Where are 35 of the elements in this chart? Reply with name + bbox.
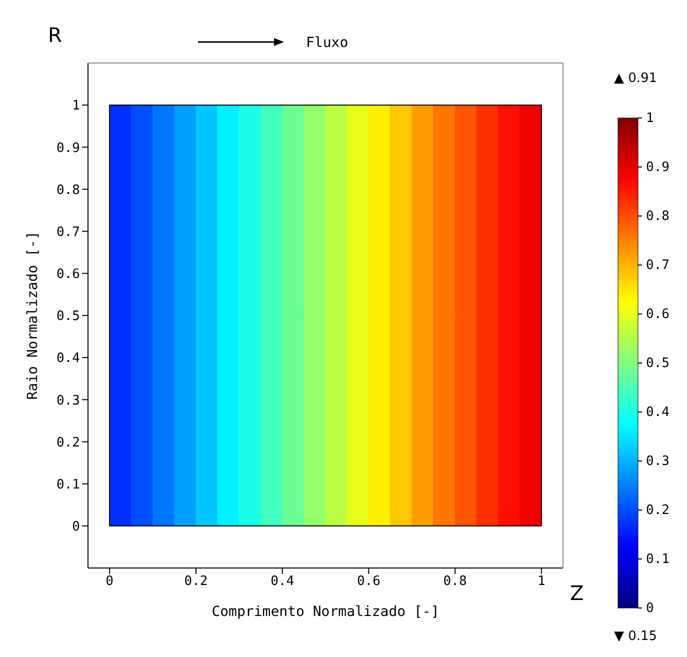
x-tick-label: 1 <box>537 574 546 590</box>
color-bar-label: 0.3 <box>646 454 670 469</box>
x-axis-title: Comprimento Normalizado [-] <box>212 604 440 620</box>
text: R <box>48 23 62 47</box>
y-tick-label: 0.3 <box>56 393 80 408</box>
x-tick-label: 0.8 <box>443 574 467 590</box>
color-bar-label: 0.6 <box>646 307 670 322</box>
text: ▼ 0.15 <box>614 629 658 644</box>
color-bar-label: 0.9 <box>646 160 670 175</box>
y-tick-label: 0.2 <box>56 435 80 450</box>
color-bar-label: 0 <box>646 601 654 616</box>
color-bar-label: 1 <box>646 111 654 126</box>
y-tick-label: 1 <box>72 98 80 114</box>
y-tick-label: 0.5 <box>56 309 80 324</box>
y-tick-label: 0.4 <box>56 351 80 366</box>
color-bar-label: 0.7 <box>646 258 670 273</box>
color-bar-label: 0.1 <box>646 552 670 567</box>
y-tick-label: 0 <box>72 520 80 535</box>
y-tick-label: 0.6 <box>56 267 80 282</box>
color-bar-label: 0.4 <box>646 405 670 420</box>
text: ▲ 0.91 <box>614 71 658 86</box>
y-tick-label: 0.7 <box>56 224 80 240</box>
text: Z <box>570 581 584 605</box>
y-tick-label: 0.1 <box>56 477 80 492</box>
x-tick-label: 0.4 <box>270 574 294 590</box>
y-axis-title: Raio Normalizado [-] <box>24 231 41 400</box>
y-tick-label: 0.8 <box>56 182 80 198</box>
x-tick-label: 0.2 <box>184 574 208 590</box>
x-tick-label: 0 <box>106 574 114 590</box>
color-bar-label: 0.8 <box>646 209 670 224</box>
x-tick-label: 0.6 <box>356 574 380 590</box>
text: Fluxo <box>306 35 348 51</box>
color-bar-label: 0.5 <box>646 356 670 371</box>
y-tick-label: 0.9 <box>56 140 80 156</box>
color-bar-label: 0.2 <box>646 503 670 518</box>
